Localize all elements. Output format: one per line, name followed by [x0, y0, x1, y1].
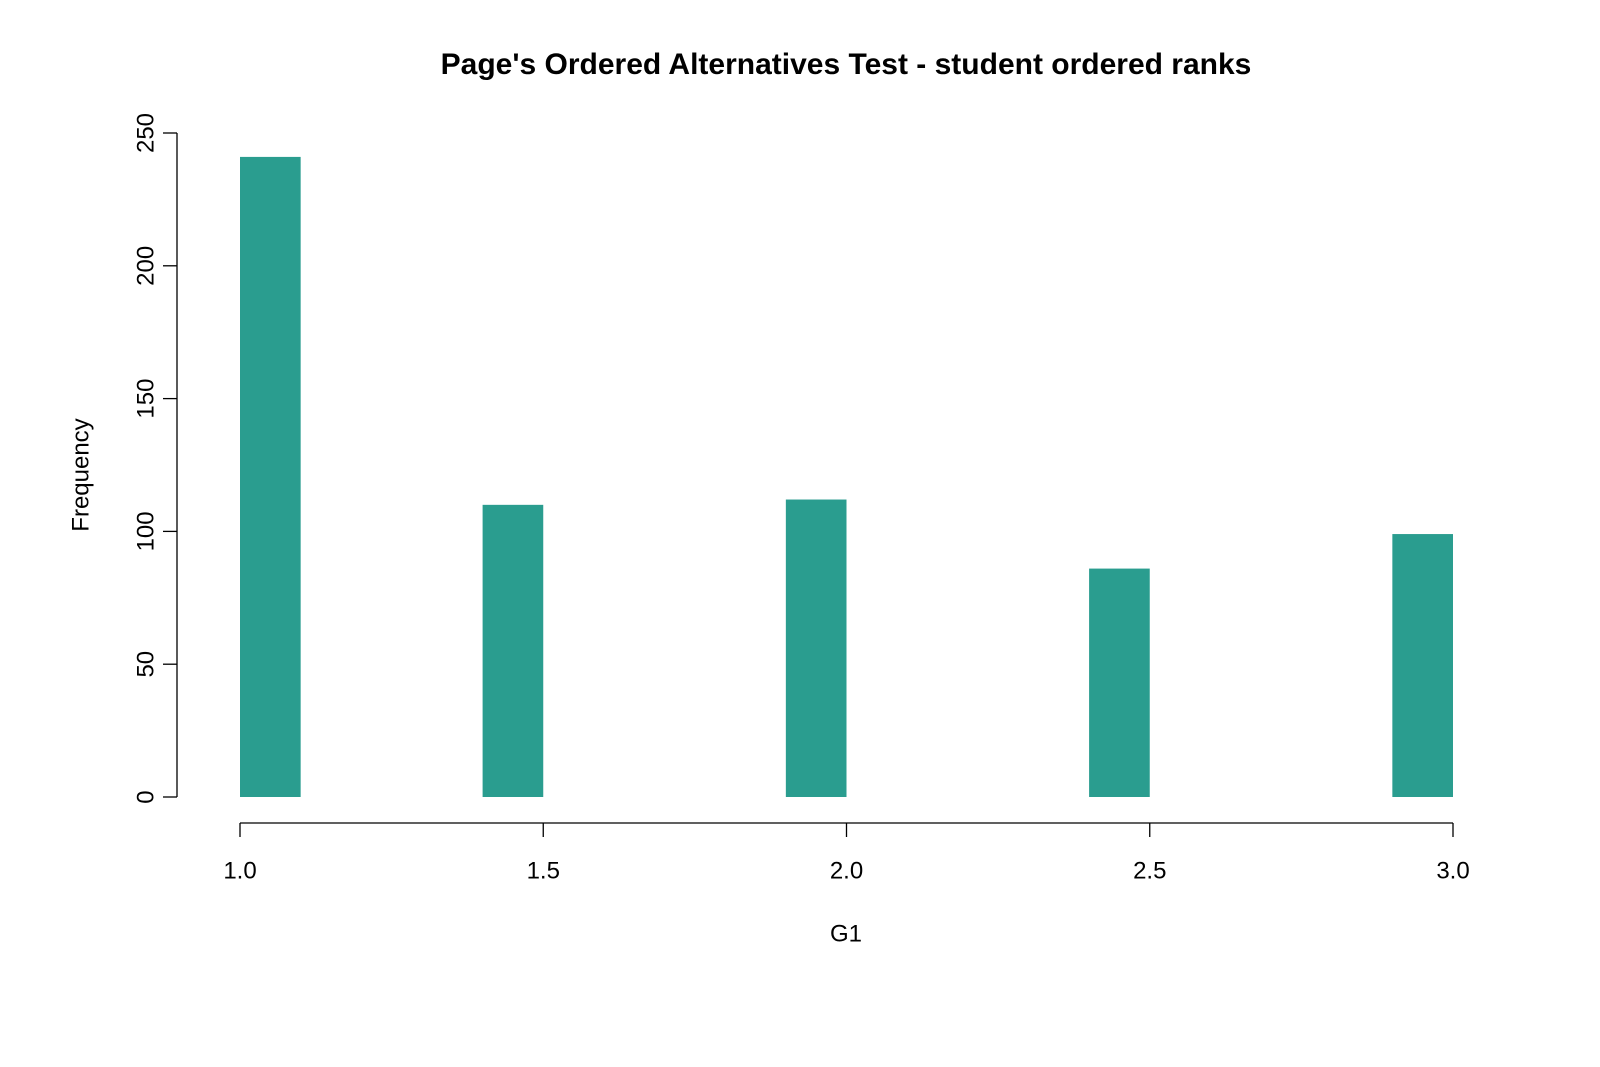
- x-tick-label: 2.5: [1133, 857, 1166, 884]
- x-tick-label: 1.0: [223, 857, 256, 884]
- y-tick-label: 250: [132, 113, 159, 153]
- y-axis-label: Frequency: [67, 418, 94, 531]
- bar: [1089, 568, 1150, 797]
- x-tick-label: 1.5: [527, 857, 560, 884]
- bar: [785, 499, 847, 797]
- y-tick-label: 0: [132, 790, 159, 803]
- x-axis-label: G1: [830, 920, 862, 947]
- chart-title: Page's Ordered Alternatives Test - stude…: [441, 48, 1252, 81]
- y-tick-label: 200: [132, 246, 159, 286]
- bar: [240, 156, 301, 798]
- y-tick-label: 150: [132, 379, 159, 419]
- x-tick-label: 3.0: [1436, 857, 1469, 884]
- x-tick-label: 2.0: [830, 857, 863, 884]
- bar: [1392, 534, 1453, 797]
- bar: [482, 504, 544, 797]
- y-tick-label: 100: [132, 511, 159, 551]
- y-tick-label: 50: [132, 651, 159, 678]
